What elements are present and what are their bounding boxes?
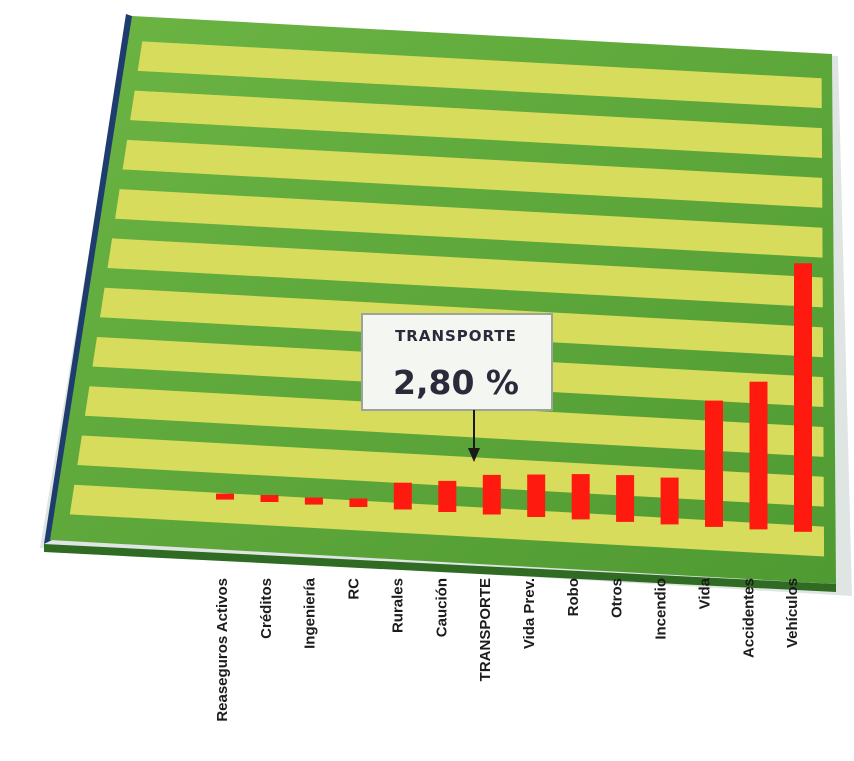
category-label: Vida xyxy=(696,577,713,609)
bar xyxy=(527,474,546,517)
category-label: Créditos xyxy=(258,578,275,639)
callout-title: TRANSPORTE xyxy=(395,327,517,345)
category-label: TRANSPORTE xyxy=(477,578,494,681)
bar xyxy=(482,474,501,515)
bar xyxy=(260,495,279,502)
grid-stripe xyxy=(122,139,823,208)
grid-stripe xyxy=(130,90,823,158)
bar xyxy=(393,482,412,510)
bar xyxy=(660,477,679,525)
category-label: RC xyxy=(346,578,363,600)
bar xyxy=(216,493,234,500)
highlight-callout: TRANSPORTE 2,80 % xyxy=(361,313,553,462)
bar xyxy=(438,480,457,512)
bar xyxy=(705,400,723,527)
category-label: Caución xyxy=(433,578,450,637)
category-label: Rurales xyxy=(389,578,406,633)
category-label: Reaseguros Activos xyxy=(214,578,231,722)
grid-stripe xyxy=(69,484,825,557)
bar xyxy=(616,475,635,522)
grid-stripe xyxy=(107,238,823,308)
callout-box xyxy=(361,313,553,411)
callout-value: 2,80 % xyxy=(393,363,519,402)
grid-stripe xyxy=(77,435,824,507)
bar xyxy=(349,498,368,507)
grid-stripe xyxy=(115,189,823,258)
grid-stripe xyxy=(84,386,824,457)
callout-arrowhead xyxy=(468,448,480,462)
bar xyxy=(794,263,812,532)
category-label: Vida Prev. xyxy=(521,578,538,649)
grid-stripe xyxy=(137,41,822,109)
category-label: Incendio xyxy=(653,578,670,640)
category-labels: Reaseguros Activos Créditos Ingeniería RC Ru… xyxy=(214,577,801,721)
category-label: Vehículos xyxy=(784,578,801,648)
grid-stripes xyxy=(69,41,825,557)
board-bottom-edge xyxy=(44,544,836,592)
bars xyxy=(216,263,812,532)
category-label: Accidentes xyxy=(740,578,757,658)
category-label: Robo xyxy=(565,578,582,616)
bar xyxy=(571,474,590,520)
category-label: Ingeniería xyxy=(302,577,319,649)
bar xyxy=(304,497,323,505)
bar xyxy=(749,381,768,530)
category-label: Otros xyxy=(609,578,626,618)
